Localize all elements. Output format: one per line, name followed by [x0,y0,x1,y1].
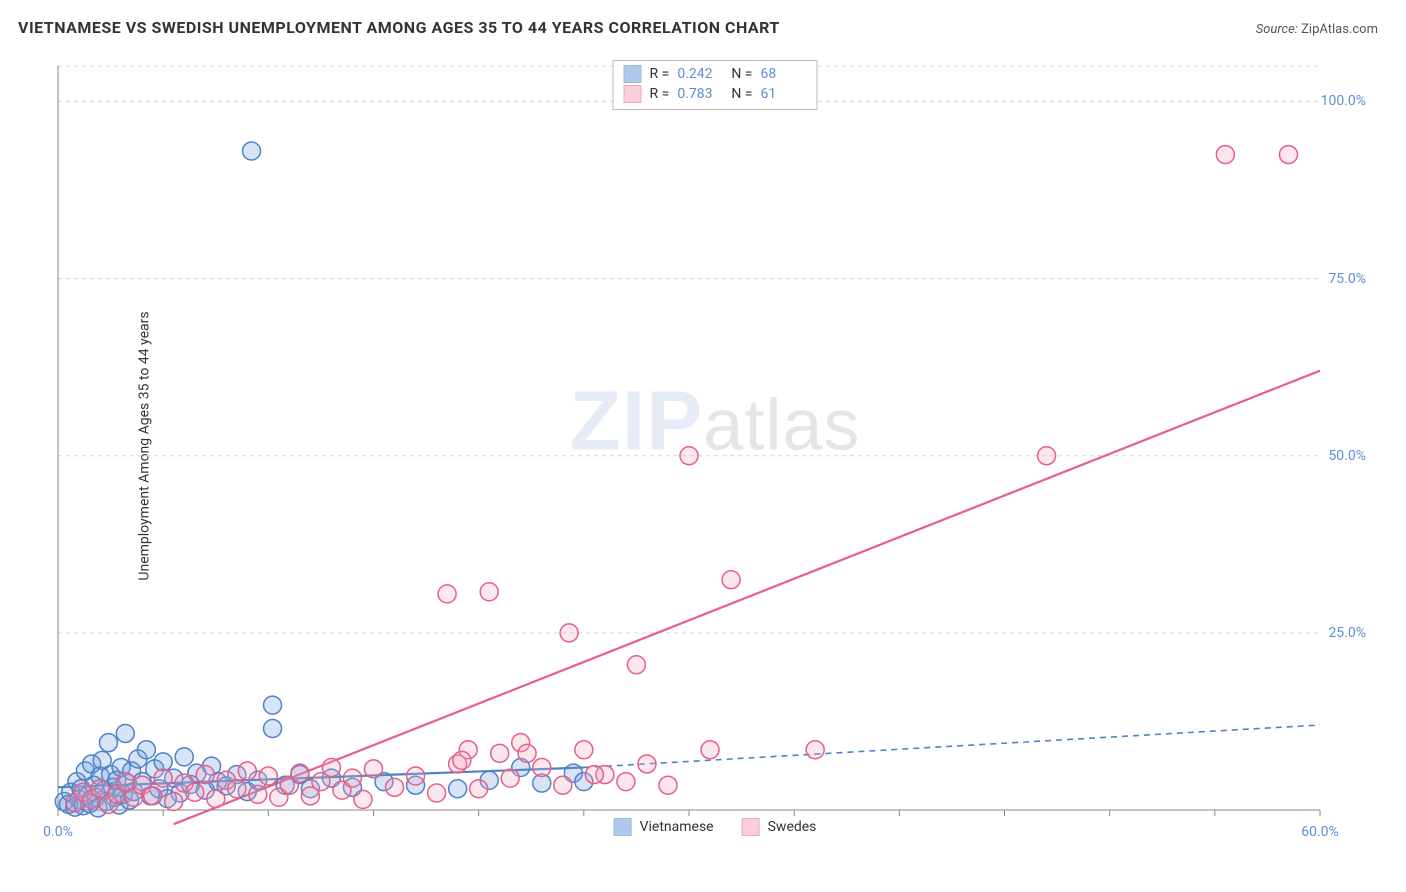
n-label: N = [731,64,752,84]
r-label: R = [650,64,670,84]
x-tick-label: 0.0% [43,824,73,840]
legend-label-swedes: Swedes [768,819,817,835]
r-label: R = [650,84,670,104]
y-tick-label: 50.0% [1328,448,1366,464]
legend-item-vietnamese: Vietnamese [614,818,714,836]
chart-title: VIETNAMESE VS SWEDISH UNEMPLOYMENT AMONG… [18,18,780,37]
source-attribution: Source: ZipAtlas.com [1256,22,1378,37]
n-value-vietnamese: 68 [760,64,806,84]
legend-swatch-vietnamese [624,65,642,83]
stats-row-swedes: R = 0.783 N = 61 [624,84,807,104]
y-tick-label: 25.0% [1328,625,1366,641]
x-tick-label: 60.0% [1301,824,1339,840]
legend-swatch-swedes [742,818,760,836]
legend-swatch-vietnamese [614,818,632,836]
y-tick-label: 75.0% [1328,271,1366,287]
correlation-stats-box: R = 0.242 N = 68 R = 0.783 N = 61 [613,60,818,110]
chart-svg [50,58,1380,848]
legend-swatch-swedes [624,85,642,103]
chart-plot-area: R = 0.242 N = 68 R = 0.783 N = 61 Vietnamese Swe… [50,58,1380,848]
legend-label-vietnamese: Vietnamese [640,819,714,835]
source-label: Source: [1256,22,1298,37]
y-tick-label: 100.0% [1321,93,1366,109]
series-legend: Vietnamese Swedes [614,818,817,836]
stats-row-vietnamese: R = 0.242 N = 68 [624,64,807,84]
source-value: ZipAtlas.com [1301,22,1378,37]
r-value-vietnamese: 0.242 [677,64,723,84]
legend-item-swedes: Swedes [742,818,817,836]
n-value-swedes: 61 [760,84,806,104]
r-value-swedes: 0.783 [677,84,723,104]
n-label: N = [731,84,752,104]
